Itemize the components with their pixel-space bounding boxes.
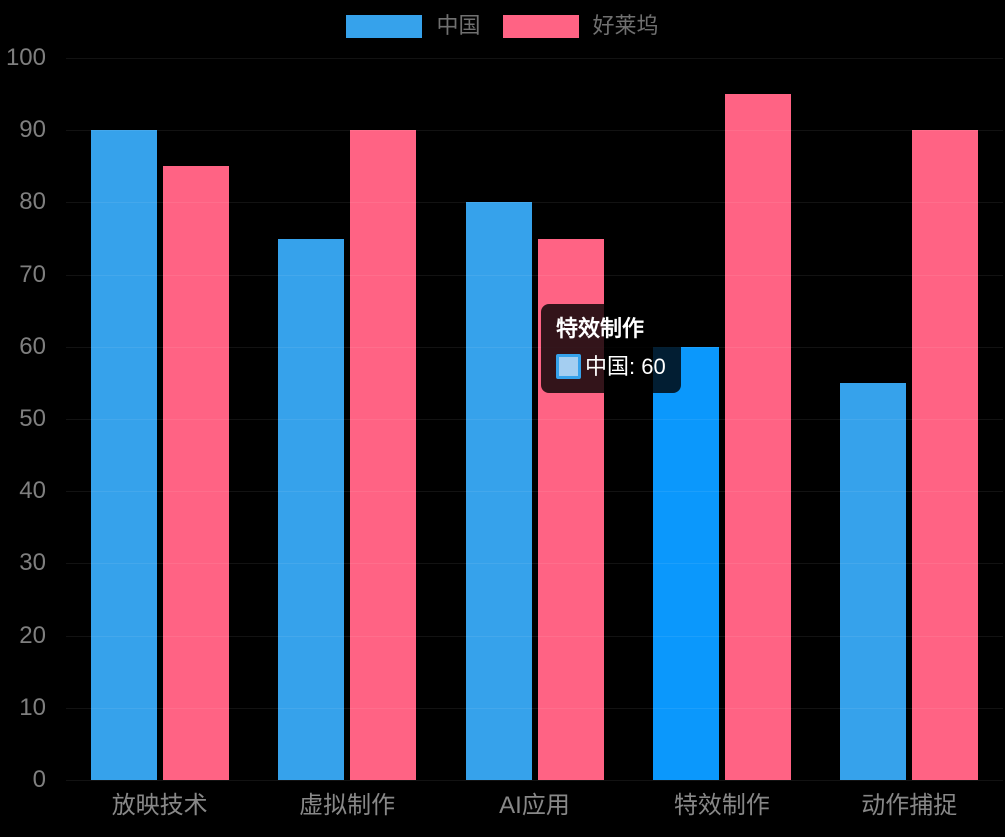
gridline [66,58,1003,59]
bar-中国-动作捕捉[interactable] [840,382,907,780]
legend-swatch-icon [346,14,423,38]
gridline [66,202,1003,204]
y-axis-tick-label: 0 [32,766,46,793]
bar-好莱坞-放映技术[interactable] [162,166,229,780]
y-axis-tick-label: 70 [19,260,46,288]
gridline [66,780,1003,781]
tooltip-body-row: 中国: 60 [556,353,666,380]
gridline [66,419,1003,420]
chart-legend: 中国 好莱坞 [0,12,1005,40]
gridline [66,491,1003,493]
y-axis-tick-label: 50 [19,405,46,432]
x-axis-tick-label: 放映技术 [111,792,208,819]
x-axis-tick-label: 虚拟制作 [299,792,396,819]
gridline [66,635,1003,637]
y-axis-tick-label: 100 [5,44,46,71]
plot-area [66,58,1003,781]
bar-active-中国-特效制作[interactable] [652,346,719,780]
tooltip-title: 特效制作 [556,316,645,341]
bar-中国-虚拟制作[interactable] [278,238,345,780]
gridline [66,707,1003,709]
bar-好莱坞-特效制作[interactable] [724,94,791,780]
y-axis-tick-label: 30 [19,549,46,577]
tooltip: 特效制作 中国: 60 [541,304,681,393]
y-axis-tick-label: 10 [19,693,46,721]
legend-item-中国[interactable]: 中国 [346,12,481,40]
y-axis-tick-label: 80 [19,188,46,216]
gridline [66,563,1003,565]
y-axis-tick-label: 20 [19,621,46,649]
legend-swatch-icon [502,14,579,38]
gridline [66,130,1003,132]
legend-item-label: 好莱坞 [592,13,659,38]
tooltip-value-text: 中国: 60 [585,354,666,379]
legend-item-好莱坞[interactable]: 好莱坞 [502,12,659,40]
y-axis-tick-label: 90 [19,116,46,144]
gridline [66,346,1003,348]
bar-中国-AI应用[interactable] [465,202,532,780]
y-axis-tick-label: 60 [19,332,46,360]
x-axis-tick-label: AI应用 [499,792,570,819]
gridline [66,274,1003,276]
legend-item-label: 中国 [436,13,481,38]
x-axis-tick-label: 特效制作 [673,792,770,819]
tooltip-series-swatch-icon [556,354,581,379]
bar-好莱坞-虚拟制作[interactable] [350,130,417,780]
bar-中国-放映技术[interactable] [90,130,157,780]
bar-好莱坞-动作捕捉[interactable] [912,130,979,780]
x-axis-tick-label: 动作捕捉 [861,792,958,819]
y-axis-tick-label: 40 [19,477,46,505]
